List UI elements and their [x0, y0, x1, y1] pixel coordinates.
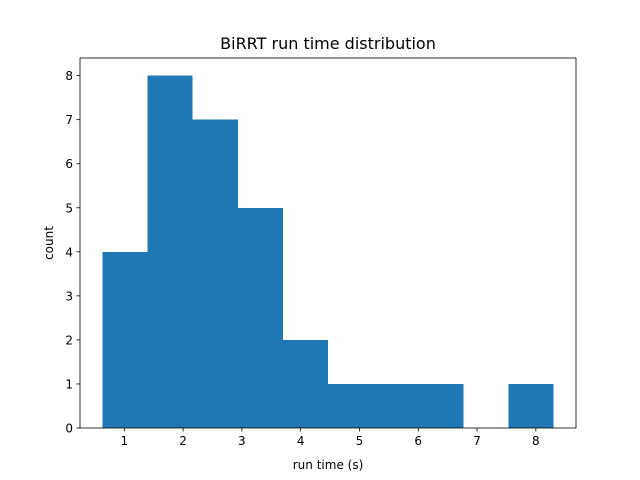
y-tick-label: 1 — [65, 377, 73, 391]
x-tick-label: 8 — [532, 434, 540, 448]
histogram-bar — [508, 383, 554, 428]
histogram-bar — [192, 119, 238, 429]
y-tick-label: 6 — [65, 157, 73, 171]
y-tick-label: 4 — [65, 245, 73, 259]
x-tick-label: 3 — [238, 434, 246, 448]
y-tick-label: 5 — [65, 201, 73, 215]
histogram-bar — [373, 383, 419, 428]
histogram-bar — [147, 75, 193, 428]
x-tick-label: 5 — [356, 434, 364, 448]
histogram-bar — [102, 251, 148, 428]
x-tick-label: 2 — [179, 434, 187, 448]
y-tick-label: 8 — [65, 69, 73, 83]
x-tick-label: 7 — [473, 434, 481, 448]
x-axis-label: run time (s) — [293, 458, 364, 472]
x-axis-ticks: 1 2 3 4 5 6 7 8 — [120, 428, 540, 448]
y-axis-ticks: 0 1 2 3 4 5 6 7 8 — [65, 69, 80, 436]
x-tick-label: 6 — [414, 434, 422, 448]
y-tick-label: 7 — [65, 113, 73, 127]
histogram-bar — [418, 383, 464, 428]
plot-frame — [79, 57, 577, 429]
chart-title: BiRRT run time distribution — [220, 34, 436, 53]
histogram-bar — [237, 207, 283, 428]
bars-group — [102, 75, 554, 429]
histogram-bar — [282, 339, 328, 428]
x-tick-label: 1 — [120, 434, 128, 448]
y-tick-label: 2 — [65, 333, 73, 347]
y-axis-label: count — [42, 226, 56, 260]
x-tick-label: 4 — [297, 434, 305, 448]
y-tick-label: 3 — [65, 289, 73, 303]
histogram-bar — [328, 383, 374, 428]
y-tick-label: 0 — [65, 422, 73, 436]
